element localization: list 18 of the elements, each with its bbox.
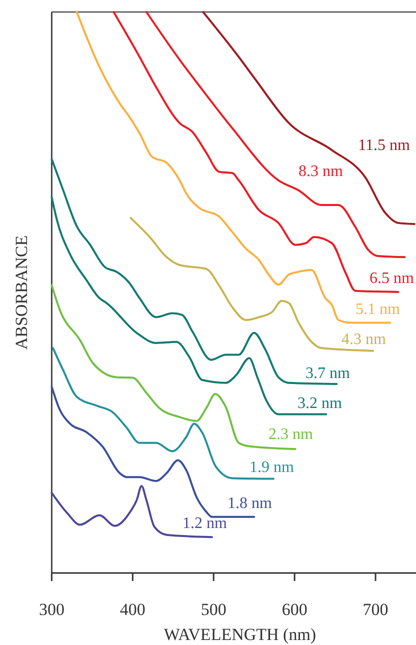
series-label: 3.2 nm — [298, 395, 343, 412]
x-tick-label: 500 — [200, 600, 226, 619]
series-label: 3.7 nm — [306, 365, 351, 382]
series-label: 5.1 nm — [356, 301, 401, 318]
series-label: 1.9 nm — [250, 459, 295, 476]
x-tick-label: 300 — [38, 600, 64, 619]
series-label: 1.8 nm — [228, 495, 273, 512]
series-label: 8.3 nm — [298, 163, 344, 180]
series-label: 2.3 nm — [268, 426, 314, 443]
series-label: 1.2 nm — [182, 515, 228, 532]
x-axis-title: WAVELENGTH (nm) — [164, 625, 316, 644]
series-label: 11.5 nm — [358, 137, 411, 154]
series-label: 4.3 nm — [342, 331, 387, 348]
x-tick-label: 400 — [120, 600, 146, 619]
x-tick-label: 600 — [282, 600, 308, 619]
y-axis-title: ABSORBANCE — [12, 235, 31, 350]
series-label: 6.5 nm — [370, 270, 415, 287]
x-tick-label: 700 — [362, 600, 388, 619]
